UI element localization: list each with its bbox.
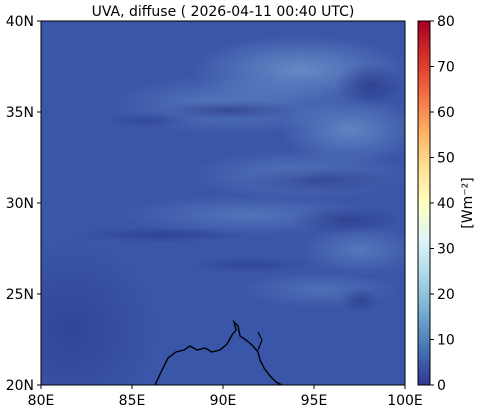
colorbar-tick-label: 50 [437, 151, 455, 167]
x-axis: 80E 85E 90E 95E 100E [28, 385, 423, 409]
bright-cloud-region [280, 95, 405, 165]
bright-cloud-region [300, 225, 405, 275]
x-tick-label: 100E [387, 393, 423, 409]
colorbar-tick-label: 80 [437, 14, 455, 30]
coastline [154, 319, 283, 385]
y-axis: 20N 25N 30N 35N 40N [6, 14, 41, 394]
colorbar-tick-label: 60 [437, 105, 455, 121]
dark-cloud-band [240, 166, 400, 194]
dark-cloud-band [340, 288, 380, 312]
x-tick-label: 80E [28, 393, 55, 409]
dark-cloud-band [190, 257, 310, 273]
chart-title: UVA, diffuse ( 2026-04-11 00:40 UTC) [92, 4, 355, 20]
dark-cloud-band [290, 206, 400, 234]
y-tick-label: 40N [6, 14, 34, 30]
y-tick-label: 30N [6, 196, 34, 212]
colorbar-tick-label: 10 [437, 333, 455, 349]
dark-cloud-band [105, 112, 195, 128]
colorbar-label: [Wm⁻²] [460, 177, 476, 228]
map-field [41, 21, 405, 385]
dark-cloud-band [335, 63, 405, 107]
colorbar-tick-label: 30 [437, 242, 455, 258]
y-tick-label: 35N [6, 105, 34, 121]
colorbar-tick-label: 70 [437, 60, 455, 76]
coastline [257, 331, 263, 351]
colorbar-ticks: 0 10 20 30 40 50 60 70 80 [430, 14, 455, 394]
colorbar-tick-label: 0 [437, 378, 446, 394]
colorbar-gradient [417, 20, 431, 386]
y-tick-label: 25N [6, 287, 34, 303]
x-tick-label: 90E [210, 393, 237, 409]
dark-cloud-band [160, 100, 300, 120]
x-tick-label: 85E [119, 393, 146, 409]
colorbar-tick-label: 20 [437, 287, 455, 303]
x-tick-label: 95E [301, 393, 328, 409]
dark-cloud-band [70, 227, 250, 243]
y-tick-label: 20N [6, 378, 34, 394]
colorbar: 0 10 20 30 40 50 60 70 80 [Wm⁻²] [417, 14, 476, 394]
colorbar-tick-label: 40 [437, 196, 455, 212]
